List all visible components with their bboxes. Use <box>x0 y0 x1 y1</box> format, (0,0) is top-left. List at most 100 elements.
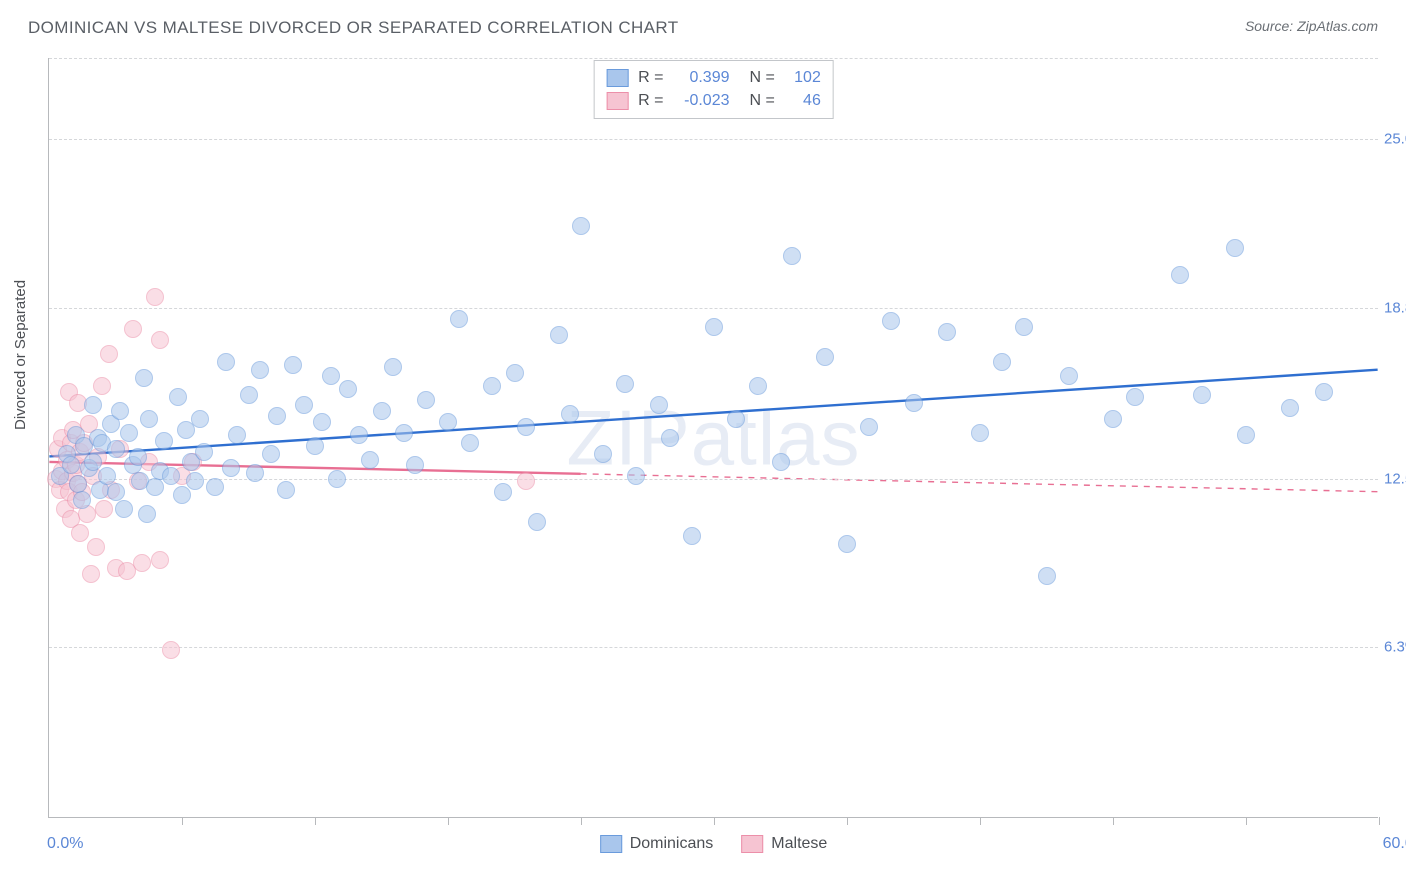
scatter-point <box>749 377 767 395</box>
chart-plot-area: ZIPatlas R = 0.399 N = 102 R = -0.023 N … <box>48 58 1378 818</box>
scatter-point <box>572 217 590 235</box>
scatter-point <box>772 453 790 471</box>
scatter-point <box>993 353 1011 371</box>
scatter-point <box>517 418 535 436</box>
legend-item-maltese: Maltese <box>741 835 827 853</box>
scatter-point <box>186 472 204 490</box>
stat-n-value-1: 46 <box>785 89 821 112</box>
y-tick-label: 12.5% <box>1384 470 1406 487</box>
scatter-point <box>138 505 156 523</box>
scatter-point <box>195 443 213 461</box>
scatter-point <box>1126 388 1144 406</box>
y-axis-label: Divorced or Separated <box>12 280 29 430</box>
swatch-dominicans-icon <box>606 69 628 87</box>
scatter-point <box>246 464 264 482</box>
trend-lines-layer <box>49 58 1378 817</box>
scatter-point <box>222 459 240 477</box>
scatter-point <box>594 445 612 463</box>
x-tick <box>581 817 582 825</box>
scatter-point <box>661 429 679 447</box>
scatter-point <box>111 402 129 420</box>
scatter-point <box>1171 266 1189 284</box>
scatter-point <box>169 388 187 406</box>
swatch-dominicans-icon <box>600 835 622 853</box>
scatter-point <box>350 426 368 444</box>
scatter-point <box>306 437 324 455</box>
x-tick <box>847 817 848 825</box>
source-label: Source: ZipAtlas.com <box>1245 18 1378 34</box>
scatter-point <box>938 323 956 341</box>
scatter-point <box>73 491 91 509</box>
scatter-point <box>228 426 246 444</box>
scatter-point <box>461 434 479 452</box>
stat-r-label: R = <box>638 66 663 89</box>
series-legend: Dominicans Maltese <box>600 835 828 853</box>
scatter-point <box>838 535 856 553</box>
scatter-point <box>339 380 357 398</box>
scatter-point <box>627 467 645 485</box>
scatter-point <box>971 424 989 442</box>
gridline <box>49 308 1378 309</box>
scatter-point <box>146 288 164 306</box>
scatter-point <box>240 386 258 404</box>
gridline <box>49 647 1378 648</box>
scatter-point <box>262 445 280 463</box>
scatter-point <box>115 500 133 518</box>
x-tick <box>1379 817 1380 825</box>
stat-r-label: R = <box>638 89 663 112</box>
scatter-point <box>87 538 105 556</box>
scatter-point <box>140 410 158 428</box>
scatter-point <box>162 641 180 659</box>
scatter-point <box>295 396 313 414</box>
scatter-point <box>1038 567 1056 585</box>
trend-line-solid <box>49 370 1377 457</box>
scatter-point <box>494 483 512 501</box>
scatter-point <box>69 475 87 493</box>
scatter-point <box>406 456 424 474</box>
legend-item-dominicans: Dominicans <box>600 835 714 853</box>
scatter-point <box>1193 386 1211 404</box>
x-axis-max-label: 60.0% <box>1383 835 1406 853</box>
swatch-maltese-icon <box>606 92 628 110</box>
x-tick <box>315 817 316 825</box>
scatter-point <box>206 478 224 496</box>
gridline <box>49 139 1378 140</box>
chart-title: DOMINICAN VS MALTESE DIVORCED OR SEPARAT… <box>28 18 679 38</box>
scatter-point <box>82 565 100 583</box>
swatch-maltese-icon <box>741 835 763 853</box>
scatter-point <box>727 410 745 428</box>
scatter-point <box>1226 239 1244 257</box>
scatter-point <box>517 472 535 490</box>
x-tick <box>1246 817 1247 825</box>
scatter-point <box>373 402 391 420</box>
scatter-point <box>650 396 668 414</box>
scatter-point <box>528 513 546 531</box>
scatter-point <box>191 410 209 428</box>
scatter-point <box>450 310 468 328</box>
scatter-point <box>146 478 164 496</box>
scatter-point <box>133 554 151 572</box>
scatter-point <box>483 377 501 395</box>
scatter-point <box>151 331 169 349</box>
scatter-point <box>173 486 191 504</box>
scatter-point <box>129 448 147 466</box>
legend-label: Maltese <box>771 835 827 853</box>
scatter-point <box>107 440 125 458</box>
trend-line-dashed <box>581 474 1378 492</box>
scatter-point <box>417 391 435 409</box>
x-axis-min-label: 0.0% <box>47 835 83 853</box>
scatter-point <box>561 405 579 423</box>
x-tick <box>1113 817 1114 825</box>
stats-row-maltese: R = -0.023 N = 46 <box>606 89 821 112</box>
scatter-point <box>550 326 568 344</box>
scatter-point <box>683 527 701 545</box>
scatter-point <box>107 483 125 501</box>
scatter-point <box>1015 318 1033 336</box>
x-tick <box>448 817 449 825</box>
scatter-point <box>905 394 923 412</box>
scatter-point <box>155 432 173 450</box>
stat-n-label: N = <box>750 89 775 112</box>
stat-r-value-0: 0.399 <box>674 66 730 89</box>
x-tick <box>980 817 981 825</box>
stats-legend-box: R = 0.399 N = 102 R = -0.023 N = 46 <box>593 60 834 119</box>
